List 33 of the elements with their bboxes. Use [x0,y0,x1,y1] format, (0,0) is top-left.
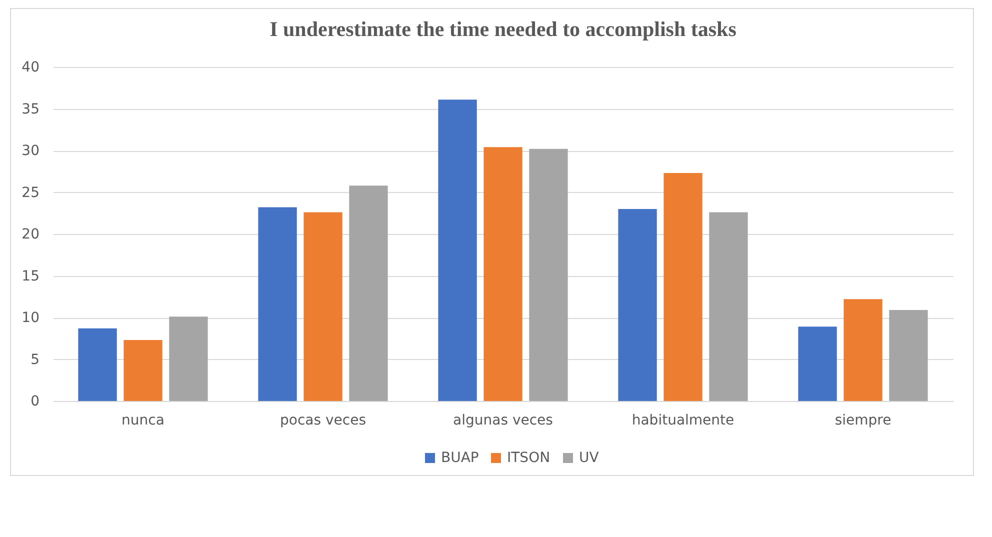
x-tick-label: algunas veces [453,412,553,428]
legend-label: BUAP [441,450,479,466]
y-tick-label: 20 [22,226,40,242]
y-tick-label: 10 [22,310,40,326]
y-tick-label: 30 [22,143,40,159]
bar [798,326,837,401]
y-tick-label: 0 [30,394,40,410]
bar [889,310,928,401]
bar [844,299,882,401]
bar [618,208,657,401]
bar [529,148,568,401]
chart-title: I underestimate the time needed to accomplish tasks [270,17,736,41]
bar [484,147,522,401]
bar [169,316,208,401]
x-tick-label: siempre [834,412,892,428]
x-tick-label: pocas veces [280,412,366,428]
bar [664,173,702,401]
y-tick-label: 35 [22,101,40,118]
y-tick-label: 15 [22,268,40,284]
bar [304,212,342,401]
bar [124,340,162,401]
x-tick-label: habitualmente [632,412,734,428]
bar [258,207,297,401]
legend-label: ITSON [507,450,550,466]
bar [78,328,117,401]
bar [709,212,748,401]
bar [438,100,477,401]
y-tick-label: 40 [22,60,40,76]
x-tick-label: nunca [122,412,164,428]
y-tick-label: 25 [22,184,40,201]
y-tick-label: 5 [30,352,40,368]
legend-label: UV [579,450,600,466]
bar [349,186,388,401]
